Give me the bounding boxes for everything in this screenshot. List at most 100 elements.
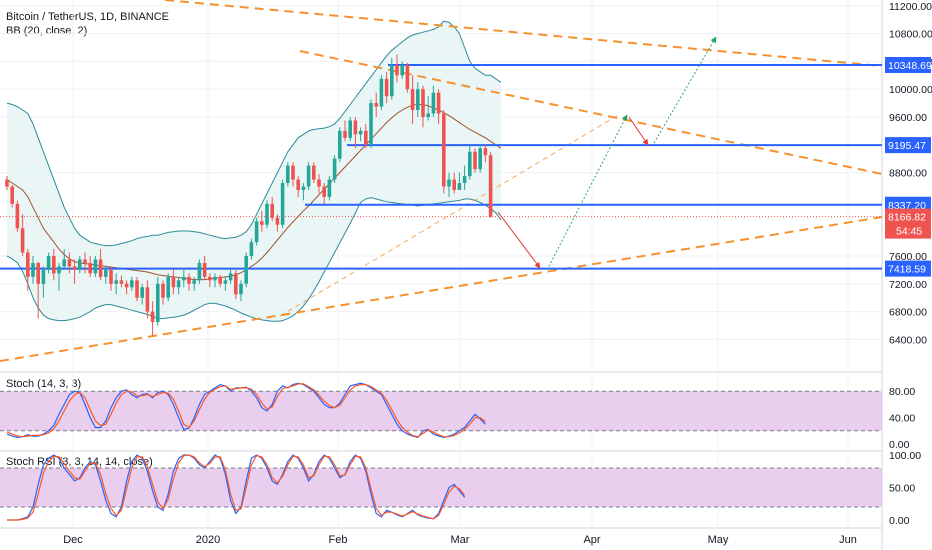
candle-body [182,276,186,281]
stoch-series-line [6,383,486,438]
candle-body [462,176,467,184]
candle-body [379,78,384,107]
candle-body [395,64,399,76]
candle-body [93,259,98,274]
stoch-rsi-band-fill [0,468,882,507]
x-tick-label: Dec [63,534,83,546]
symbol-title: Bitcoin / TetherUS, 1D, BINANCE [6,11,170,23]
x-tick-label: Feb [329,534,348,546]
candle-body [187,276,191,284]
stoch-legend: Stoch (14, 3, 3) [6,378,82,390]
x-tick-label: 2020 [196,534,220,546]
candle-body [119,280,124,284]
candle-body [15,203,20,229]
candles [5,54,493,336]
candle-body [410,89,415,111]
candle-body [426,113,430,117]
stoch-rsi-series-line [7,454,466,521]
candle-body [88,262,92,274]
candle-body [358,130,363,135]
stoch-y-tick-label: 80.00 [889,386,915,398]
countdown-label: 54:45 [896,226,922,238]
candle-body [265,203,269,225]
candle-body [213,276,217,281]
candle-body [67,259,72,267]
candle-body [473,151,477,170]
candle-body [327,179,332,197]
candle-body [457,183,462,190]
y-tick-label: 7200.00 [889,279,927,291]
level-price-label: 10348.69 [888,60,932,72]
candle-body [223,280,228,284]
candle-body [301,186,306,190]
candle-body [322,186,326,197]
candle-body [150,311,155,323]
candle-body [156,283,160,323]
candle-body [431,92,436,114]
candle-body [312,165,316,180]
candle-body [249,242,254,256]
y-tick-label: 8800.00 [889,168,927,180]
level-price-label: 7418.59 [888,264,926,276]
candle-body [218,276,222,284]
current-price-tag [885,208,931,239]
y-tick-label: 6400.00 [889,334,927,346]
candle-body [109,269,113,284]
candle-body [145,287,150,312]
x-tick-label: Mar [451,534,470,546]
candle-body [343,130,347,138]
trend-line [164,0,883,67]
candle-body [140,287,144,298]
candle-body [72,266,77,270]
x-tick-label: May [708,534,729,546]
projection-arrow-down [497,211,541,269]
candle-body [176,280,181,288]
candle-body [57,266,61,274]
y-tick-label: 6800.00 [889,307,927,319]
candle-body [46,256,51,270]
candle-body [124,283,129,288]
y-tick-label: 10800.00 [889,29,932,41]
candle-body [161,283,165,298]
level-price-tag [885,137,931,154]
current-price-label: 8166.82 [888,212,926,224]
candle-body [62,259,66,267]
candle-body [166,276,170,298]
candle-body [83,259,87,263]
candle-body [202,262,207,277]
candle-body [78,259,82,270]
candle-body [468,151,472,177]
candle-body [5,179,9,187]
candle-body [270,203,274,218]
candle-body [280,183,285,225]
candle-body [130,280,134,288]
candle-body [442,113,446,187]
candle-body [384,78,389,97]
y-tick-label: 7600.00 [889,251,927,263]
level-price-label: 9195.47 [888,140,926,152]
y-tick-label: 11200.00 [889,1,932,13]
candle-body [197,262,202,281]
candle-body [348,120,352,138]
x-tick-label: Jun [839,534,857,546]
candle-body [208,276,212,281]
projection-arrow-down [628,116,649,146]
candle-body [31,262,35,277]
candle-body [452,179,456,190]
candle-body [390,64,394,97]
candle-body [421,89,425,117]
candle-body [369,103,373,145]
candle-body [98,259,103,277]
x-tick-label: Apr [583,534,600,546]
candle-body [483,148,488,156]
candle-body [306,165,311,187]
candle-body [228,273,233,281]
candle-body [171,276,176,288]
candle-body [488,155,493,217]
candle-body [41,269,46,284]
projection-arrow-up [653,36,717,144]
candle-body [20,228,25,253]
candle-body [400,64,404,76]
candle-body [447,179,451,187]
